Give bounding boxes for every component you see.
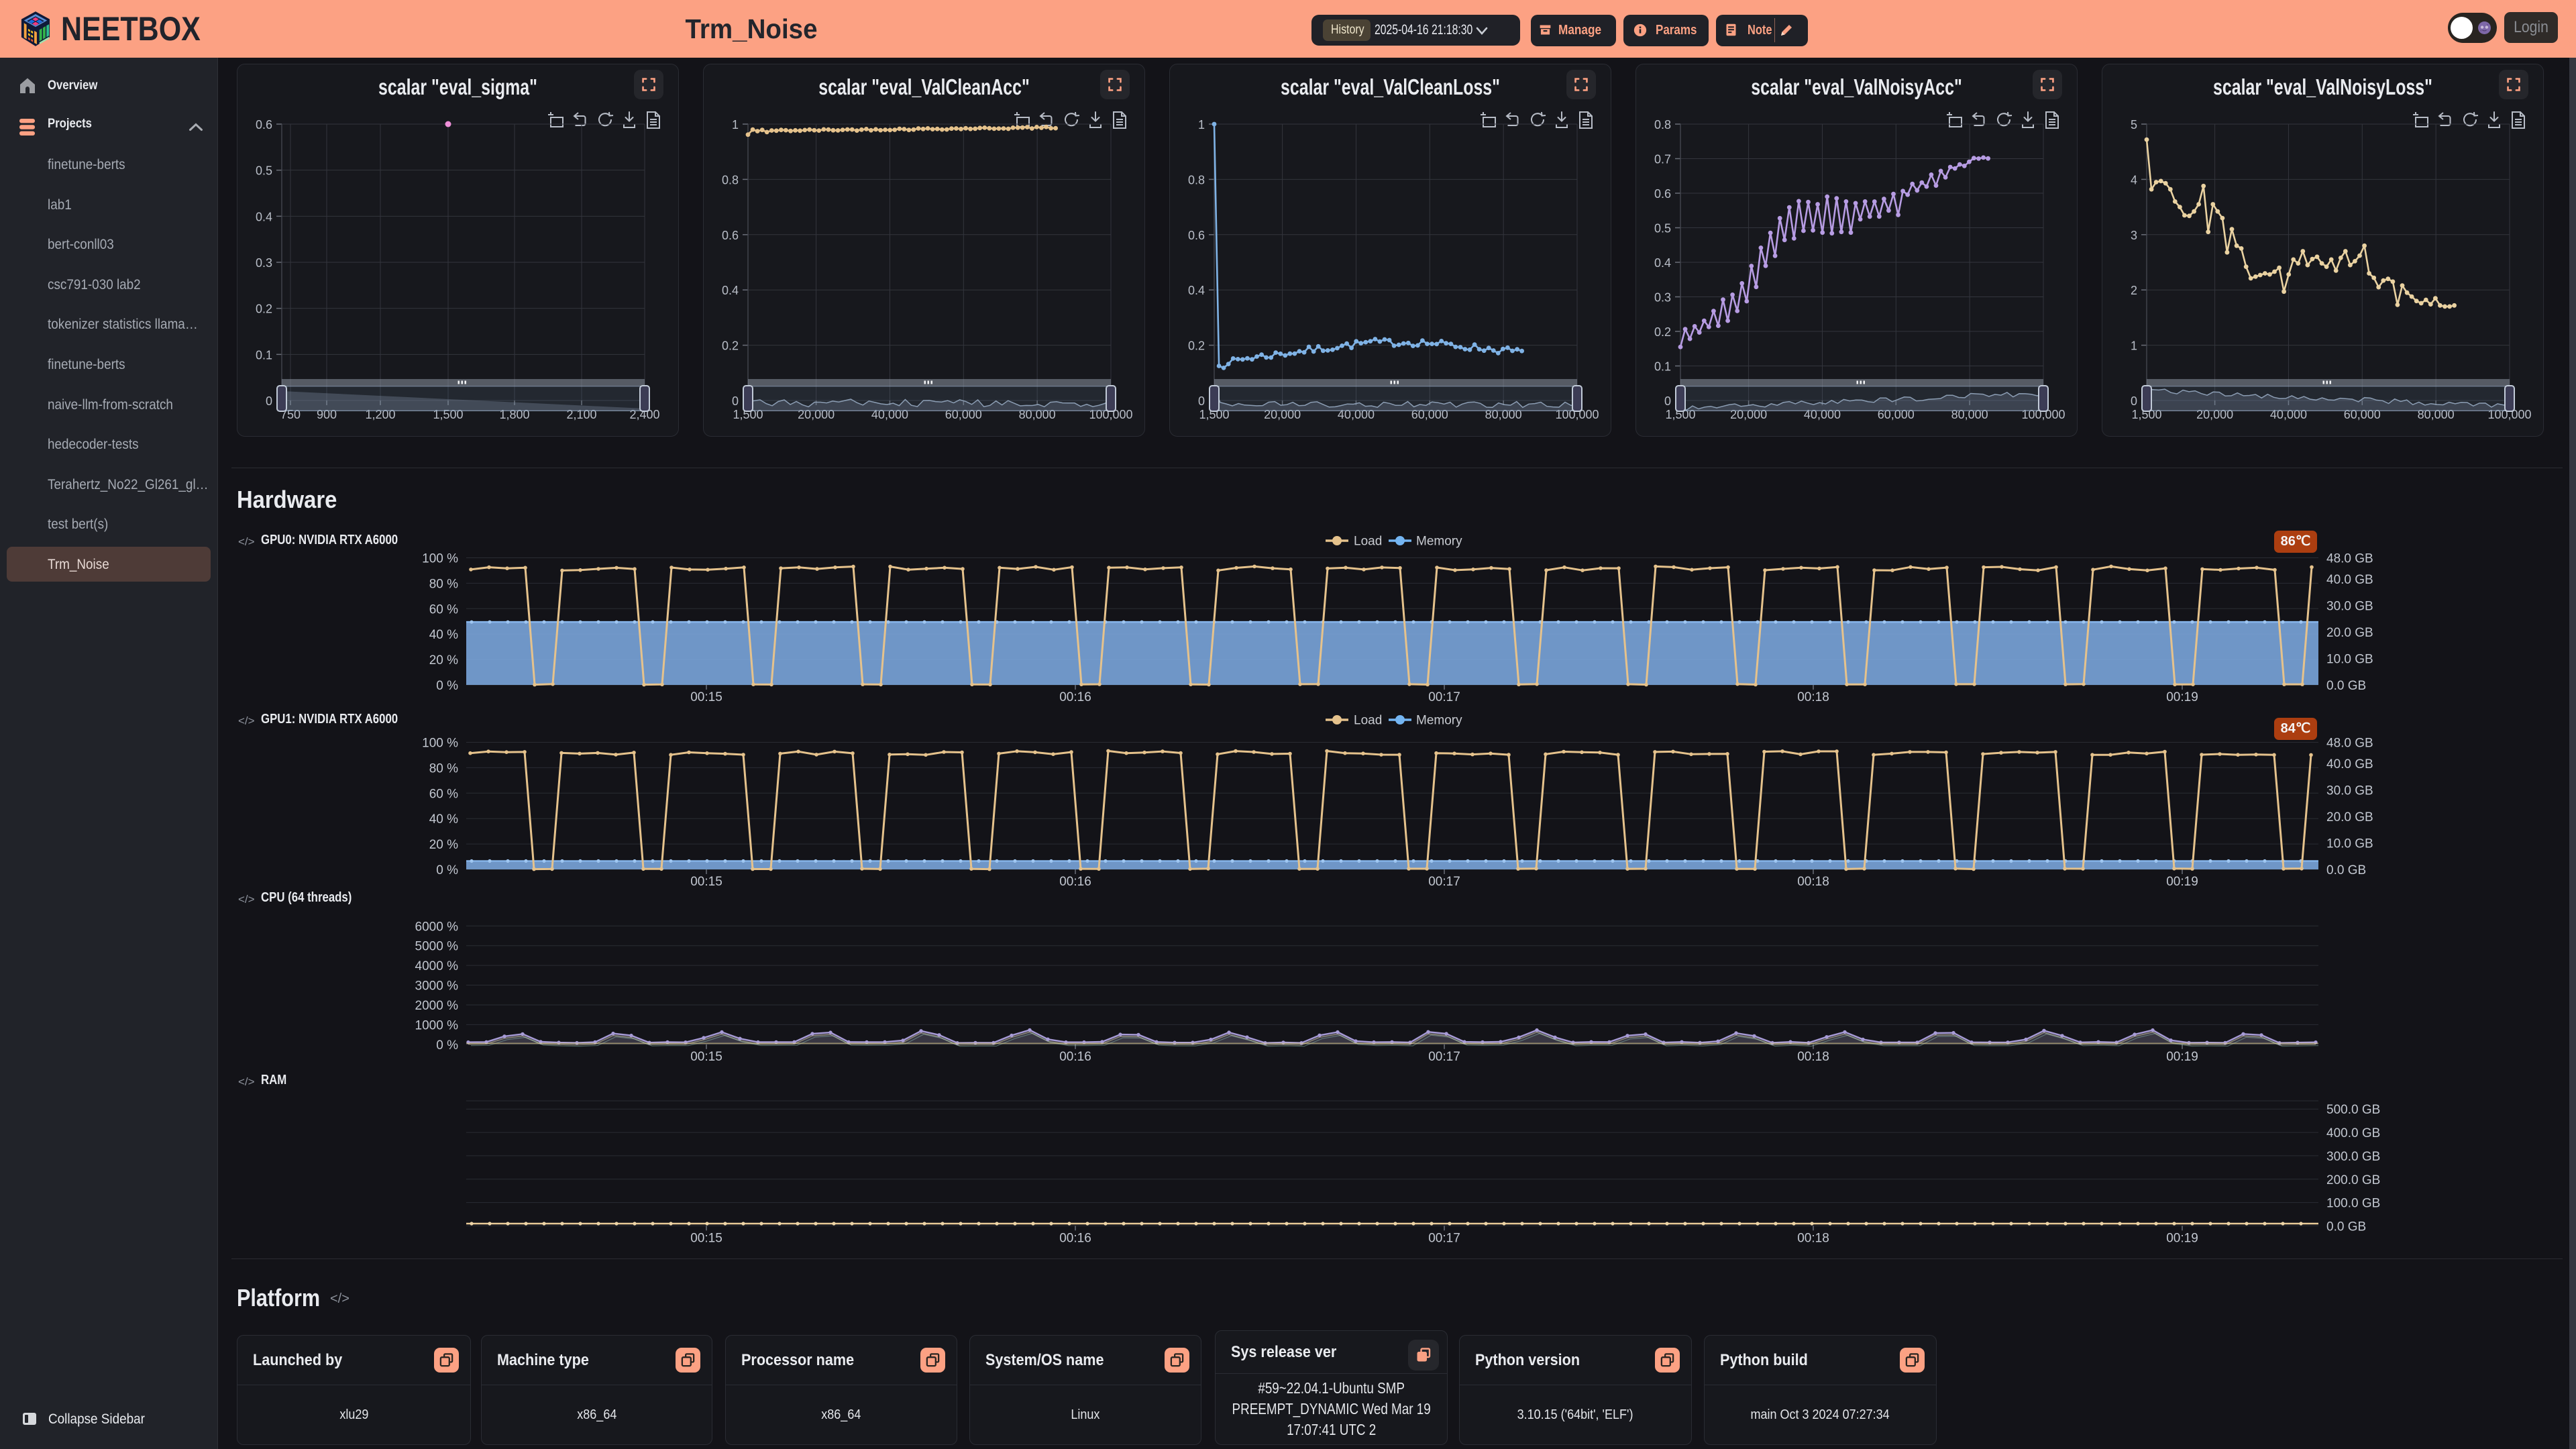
svg-text:00:16: 00:16 bbox=[1059, 1231, 1091, 1245]
svg-text:6000 %: 6000 % bbox=[415, 920, 459, 934]
svg-text:0.4: 0.4 bbox=[722, 284, 739, 297]
svg-text:48.0 GB: 48.0 GB bbox=[2326, 737, 2373, 751]
svg-text:00:15: 00:15 bbox=[690, 1231, 722, 1245]
svg-text:0: 0 bbox=[1198, 394, 1205, 408]
svg-text:00:16: 00:16 bbox=[1059, 875, 1091, 889]
svg-text:00:17: 00:17 bbox=[1428, 690, 1460, 704]
svg-text:2: 2 bbox=[2131, 284, 2137, 297]
svg-text:40.0 GB: 40.0 GB bbox=[2326, 757, 2373, 771]
svg-text:0.3: 0.3 bbox=[1654, 291, 1671, 305]
svg-text:0.7: 0.7 bbox=[1654, 153, 1671, 166]
svg-text:00:15: 00:15 bbox=[690, 690, 722, 704]
svg-text:Memory: Memory bbox=[1416, 535, 1462, 549]
svg-text:0.5: 0.5 bbox=[256, 164, 272, 178]
svg-text:0 %: 0 % bbox=[436, 679, 458, 693]
svg-text:0.6: 0.6 bbox=[256, 118, 272, 131]
svg-text:0.6: 0.6 bbox=[1188, 229, 1205, 242]
svg-text:Load: Load bbox=[1354, 535, 1382, 549]
svg-text:0.4: 0.4 bbox=[256, 210, 272, 223]
svg-text:0.8: 0.8 bbox=[1188, 173, 1205, 186]
svg-text:00:18: 00:18 bbox=[1797, 1050, 1829, 1064]
svg-text:80 %: 80 % bbox=[429, 577, 458, 591]
svg-text:20.0 GB: 20.0 GB bbox=[2326, 810, 2373, 824]
svg-text:0.0 GB: 0.0 GB bbox=[2326, 679, 2366, 693]
svg-text:3000 %: 3000 % bbox=[415, 979, 459, 994]
svg-text:0: 0 bbox=[1664, 394, 1671, 408]
svg-text:0.8: 0.8 bbox=[1654, 118, 1671, 131]
svg-text:00:18: 00:18 bbox=[1797, 875, 1829, 889]
svg-text:5: 5 bbox=[2131, 118, 2137, 131]
svg-text:00:17: 00:17 bbox=[1428, 875, 1460, 889]
svg-text:0.2: 0.2 bbox=[1654, 325, 1671, 339]
svg-text:10.0 GB: 10.0 GB bbox=[2326, 837, 2373, 851]
svg-text:1: 1 bbox=[2131, 339, 2137, 353]
svg-text:40 %: 40 % bbox=[429, 628, 458, 642]
svg-text:00:15: 00:15 bbox=[690, 875, 722, 889]
svg-text:00:19: 00:19 bbox=[2166, 1050, 2198, 1064]
svg-text:20 %: 20 % bbox=[429, 653, 458, 667]
svg-text:30.0 GB: 30.0 GB bbox=[2326, 784, 2373, 798]
svg-text:0 %: 0 % bbox=[436, 1038, 458, 1053]
svg-text:200.0 GB: 200.0 GB bbox=[2326, 1173, 2380, 1187]
svg-text:0.5: 0.5 bbox=[1654, 222, 1671, 235]
svg-text:Memory: Memory bbox=[1416, 714, 1462, 728]
svg-text:4: 4 bbox=[2131, 173, 2137, 186]
svg-text:0.1: 0.1 bbox=[1654, 360, 1671, 374]
svg-text:00:16: 00:16 bbox=[1059, 690, 1091, 704]
svg-text:0.8: 0.8 bbox=[722, 173, 739, 186]
svg-text:0.1: 0.1 bbox=[256, 348, 272, 362]
svg-text:3: 3 bbox=[2131, 229, 2137, 242]
svg-text:0.6: 0.6 bbox=[1654, 187, 1671, 201]
svg-text:60 %: 60 % bbox=[429, 787, 458, 801]
svg-text:60 %: 60 % bbox=[429, 602, 458, 616]
svg-text:100 %: 100 % bbox=[422, 552, 458, 566]
svg-text:Load: Load bbox=[1354, 714, 1382, 728]
svg-text:300.0 GB: 300.0 GB bbox=[2326, 1150, 2380, 1164]
svg-text:500.0 GB: 500.0 GB bbox=[2326, 1103, 2380, 1117]
svg-text:0.2: 0.2 bbox=[1188, 339, 1205, 353]
svg-text:48.0 GB: 48.0 GB bbox=[2326, 552, 2373, 566]
svg-text:0.6: 0.6 bbox=[722, 229, 739, 242]
svg-text:00:18: 00:18 bbox=[1797, 690, 1829, 704]
svg-text:100 %: 100 % bbox=[422, 737, 458, 751]
svg-text:40.0 GB: 40.0 GB bbox=[2326, 573, 2373, 587]
svg-text:20.0 GB: 20.0 GB bbox=[2326, 626, 2373, 640]
svg-text:1: 1 bbox=[1198, 118, 1205, 131]
svg-text:0: 0 bbox=[2131, 394, 2137, 408]
svg-text:400.0 GB: 400.0 GB bbox=[2326, 1126, 2380, 1140]
svg-text:1000 %: 1000 % bbox=[415, 1018, 459, 1032]
svg-text:40 %: 40 % bbox=[429, 812, 458, 826]
svg-text:0.4: 0.4 bbox=[1188, 284, 1205, 297]
svg-text:30.0 GB: 30.0 GB bbox=[2326, 600, 2373, 614]
svg-text:00:19: 00:19 bbox=[2166, 875, 2198, 889]
svg-text:10.0 GB: 10.0 GB bbox=[2326, 653, 2373, 667]
svg-text:00:15: 00:15 bbox=[690, 1050, 722, 1064]
svg-text:00:18: 00:18 bbox=[1797, 1231, 1829, 1245]
svg-text:5000 %: 5000 % bbox=[415, 940, 459, 954]
svg-text:0 %: 0 % bbox=[436, 863, 458, 877]
svg-text:00:19: 00:19 bbox=[2166, 690, 2198, 704]
svg-text:00:16: 00:16 bbox=[1059, 1050, 1091, 1064]
svg-text:0: 0 bbox=[732, 394, 739, 408]
svg-text:00:19: 00:19 bbox=[2166, 1231, 2198, 1245]
svg-text:0.3: 0.3 bbox=[256, 256, 272, 270]
svg-text:0.4: 0.4 bbox=[1654, 256, 1671, 270]
svg-text:0.0 GB: 0.0 GB bbox=[2326, 863, 2366, 877]
svg-text:0.2: 0.2 bbox=[256, 303, 272, 316]
svg-text:1: 1 bbox=[732, 118, 739, 131]
svg-text:100.0 GB: 100.0 GB bbox=[2326, 1197, 2380, 1211]
svg-text:4000 %: 4000 % bbox=[415, 959, 459, 973]
svg-text:0: 0 bbox=[266, 394, 272, 408]
svg-text:2000 %: 2000 % bbox=[415, 999, 459, 1013]
svg-text:80 %: 80 % bbox=[429, 761, 458, 775]
svg-text:0.0 GB: 0.0 GB bbox=[2326, 1220, 2366, 1234]
svg-text:00:17: 00:17 bbox=[1428, 1050, 1460, 1064]
svg-text:0.2: 0.2 bbox=[722, 339, 739, 353]
svg-text:00:17: 00:17 bbox=[1428, 1231, 1460, 1245]
svg-text:20 %: 20 % bbox=[429, 838, 458, 852]
